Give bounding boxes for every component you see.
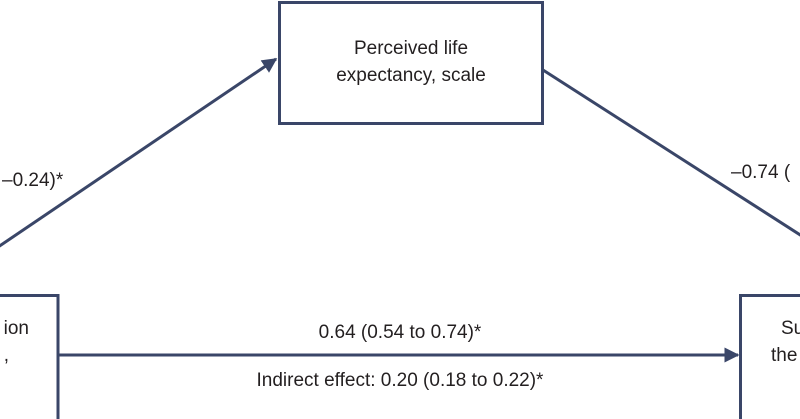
edge-sublabel: Indirect effect: 0.20 (0.18 to 0.22)* bbox=[257, 370, 545, 391]
edge-arrow bbox=[0, 57, 278, 248]
node-label: expectancy, scale bbox=[336, 65, 486, 86]
edge-label: –0.74 ( bbox=[731, 162, 791, 183]
node-label: the bbox=[771, 345, 797, 366]
node-label: Su bbox=[781, 318, 800, 339]
edge-label: –0.24)* bbox=[2, 170, 64, 191]
node-box bbox=[278, 1, 544, 125]
node-box bbox=[0, 294, 60, 419]
edge-line bbox=[542, 68, 800, 237]
edge-label: 0.64 (0.54 to 0.74)* bbox=[319, 322, 482, 343]
node-label: ion bbox=[4, 318, 29, 339]
node-box bbox=[739, 294, 800, 419]
node-label: , bbox=[4, 345, 9, 366]
node-label: Perceived life bbox=[354, 38, 468, 59]
